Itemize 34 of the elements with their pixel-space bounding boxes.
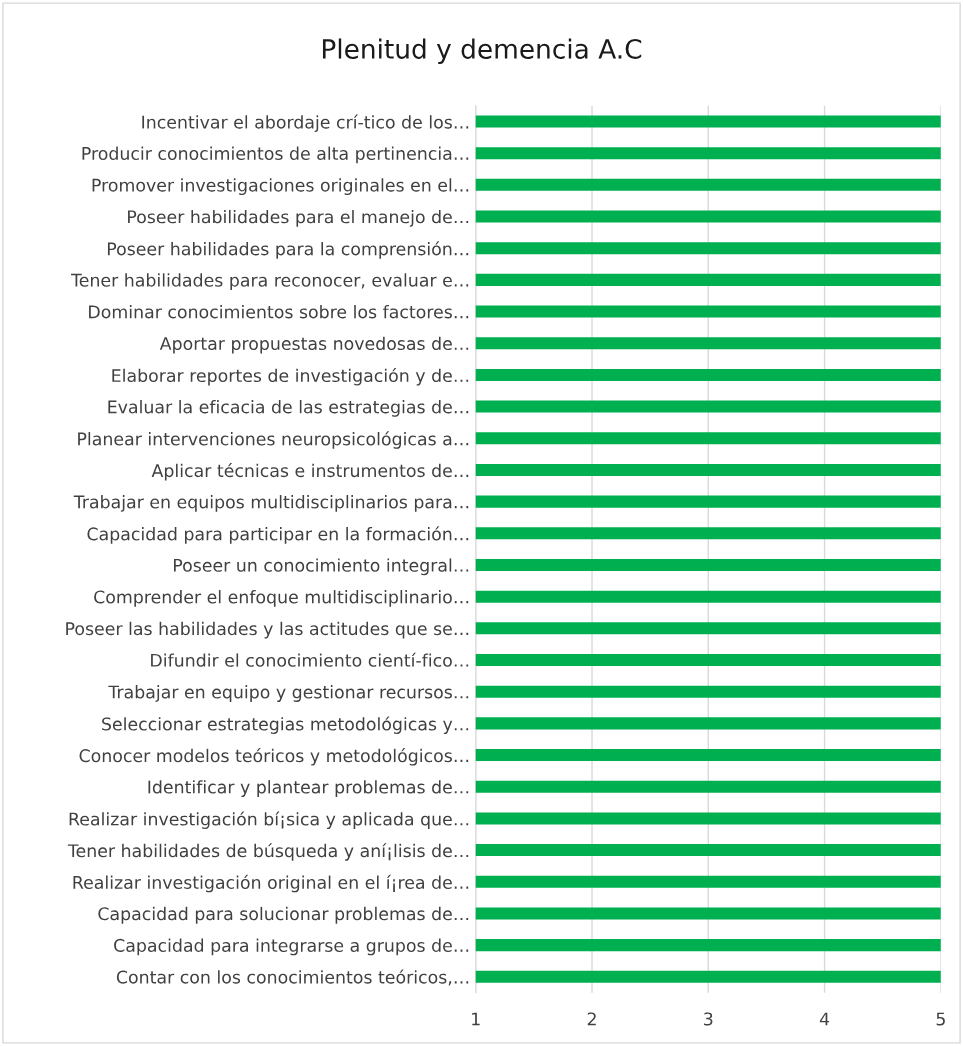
- y-tick-label: Poseer habilidades para el manejo de…: [128, 209, 469, 227]
- y-tick-label: Producir conocimientos de alta pertinencia…: [82, 146, 469, 164]
- x-tick-label: 5: [936, 1012, 945, 1026]
- x-tick-label: 4: [819, 1012, 830, 1026]
- y-tick-label: Trabajar en equipos multidisciplinarios para…: [73, 495, 469, 512]
- y-tick-label: Aplicar técnicas e instrumentos de…: [151, 463, 469, 481]
- chart-title: Plenitud y demencia A.C: [322, 38, 642, 65]
- y-tick-label: Difundir el conocimiento cientí-fico…: [151, 652, 469, 667]
- y-tick-label: Identificar y plantear problemas de…: [148, 780, 469, 797]
- y-tick-label: Promover investigaciones originales en el…: [92, 178, 469, 196]
- y-tick-label: Capacidad para solucionar problemas de…: [98, 906, 469, 924]
- y-tick-label: Aportar propuestas novedosas de…: [159, 336, 469, 354]
- y-tick-label: Tener habilidades de búsqueda y aní¡lisis de…: [67, 843, 469, 861]
- y-tick-label: Poseer las habilidades y las actitudes que se…: [66, 621, 469, 639]
- y-tick-label: Planear intervenciones neuropsicológicas a…: [78, 431, 469, 449]
- y-tick-label: Capacidad para participar en la formación…: [87, 526, 469, 544]
- y-tick-label: Tener habilidades para reconocer, evaluar e…: [71, 273, 469, 291]
- y-tick-label: Contar con los conocimientos teóricos,…: [116, 969, 469, 986]
- y-tick-label: Evaluar la eficacia de las estrategias de…: [108, 400, 469, 417]
- y-tick-label: Comprender el enfoque multidisciplinario…: [94, 590, 469, 607]
- x-tick-label: 3: [704, 1012, 713, 1026]
- y-tick-label: Realizar investigación original en el í¡rea de…: [73, 874, 469, 893]
- x-tick-label: 2: [587, 1012, 596, 1026]
- y-tick-label: Poseer un conocimiento integral…: [174, 558, 469, 576]
- x-tick-label: 1: [472, 1012, 480, 1026]
- y-tick-label: Seleccionar estrategias metodológicas y…: [102, 716, 469, 734]
- y-tick-label: Trabajar en equipo y gestionar recursos…: [108, 685, 469, 702]
- y-tick-label: Elaborar reportes de investigación y de…: [112, 367, 469, 386]
- y-tick-label: Conocer modelos teóricos y metodológicos…: [79, 748, 469, 766]
- y-tick-label: Realizar investigación bí¡sica y aplicada que…: [69, 811, 469, 829]
- y-tick-label: Incentivar el abordaje crí-tico de los…: [142, 114, 469, 133]
- y-tick-label: Poseer habilidades para la comprensión…: [107, 241, 469, 259]
- y-tick-label: Dominar conocimientos sobre los factores…: [89, 304, 469, 319]
- y-tick-label: Capacidad para integrarse a grupos de…: [114, 938, 469, 956]
